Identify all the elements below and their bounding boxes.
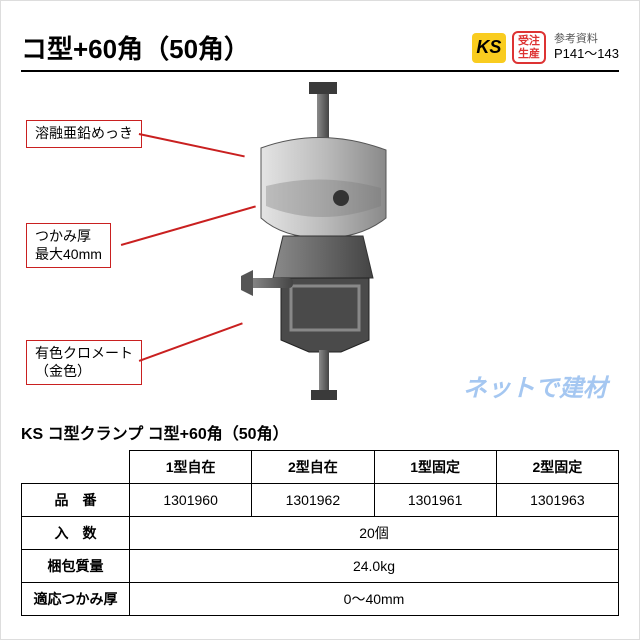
rh-grip: 適応つかみ厚 <box>22 583 130 616</box>
rh-qty: 入 数 <box>22 517 130 550</box>
callout-plating: 溶融亜鉛めっき <box>26 120 142 148</box>
ref-label: 参考資料 <box>554 33 598 45</box>
order-badge-l2: 生産 <box>518 48 540 60</box>
figure-area: 溶融亜鉛めっき つかみ厚 最大40mm 有色クロメート （金色） <box>21 78 619 418</box>
callout-chromate: 有色クロメート （金色） <box>26 340 142 385</box>
row-grip: 適応つかみ厚 0〜40mm <box>22 583 619 616</box>
rh-weight: 梱包質量 <box>22 550 130 583</box>
ref-pages: P141〜143 <box>554 46 619 61</box>
callout-chromate-l1: 有色クロメート <box>35 345 133 361</box>
reference-block: 参考資料 P141〜143 <box>554 33 619 62</box>
row-code: 品 番 1301960 1301962 1301961 1301963 <box>22 484 619 517</box>
th-blank <box>22 451 130 484</box>
table-title: KS コ型クランプ コ型+60角（50角） <box>21 420 619 444</box>
weight-val: 24.0kg <box>130 550 619 583</box>
row-weight: 梱包質量 24.0kg <box>22 550 619 583</box>
callout-grip: つかみ厚 最大40mm <box>26 223 111 268</box>
qty-val: 20個 <box>130 517 619 550</box>
title-bar: コ型+60角（50角） KS 受注 生産 参考資料 P141〜143 <box>21 29 619 72</box>
rh-code: 品 番 <box>22 484 130 517</box>
spec-table: 1型自在 2型自在 1型固定 2型固定 品 番 1301960 1301962 … <box>21 450 619 616</box>
product-title: コ型+60角（50角） <box>21 29 472 66</box>
ks-logo: KS <box>472 33 506 63</box>
code-2: 1301962 <box>252 484 374 517</box>
order-badge: 受注 生産 <box>512 31 546 63</box>
callout-chromate-l2: （金色） <box>35 363 91 379</box>
watermark: ネットで建材 <box>463 368 607 403</box>
row-qty: 入 数 20個 <box>22 517 619 550</box>
grip-val: 0〜40mm <box>130 583 619 616</box>
callout-grip-l1: つかみ厚 <box>35 228 91 244</box>
col-2: 2型自在 <box>252 451 374 484</box>
col-3: 1型固定 <box>374 451 496 484</box>
callout-grip-l2: 最大40mm <box>35 246 102 262</box>
clamp-illustration <box>191 78 441 408</box>
col-4: 2型固定 <box>496 451 618 484</box>
col-1: 1型自在 <box>130 451 252 484</box>
code-3: 1301961 <box>374 484 496 517</box>
code-1: 1301960 <box>130 484 252 517</box>
order-badge-l1: 受注 <box>518 35 540 47</box>
code-4: 1301963 <box>496 484 618 517</box>
